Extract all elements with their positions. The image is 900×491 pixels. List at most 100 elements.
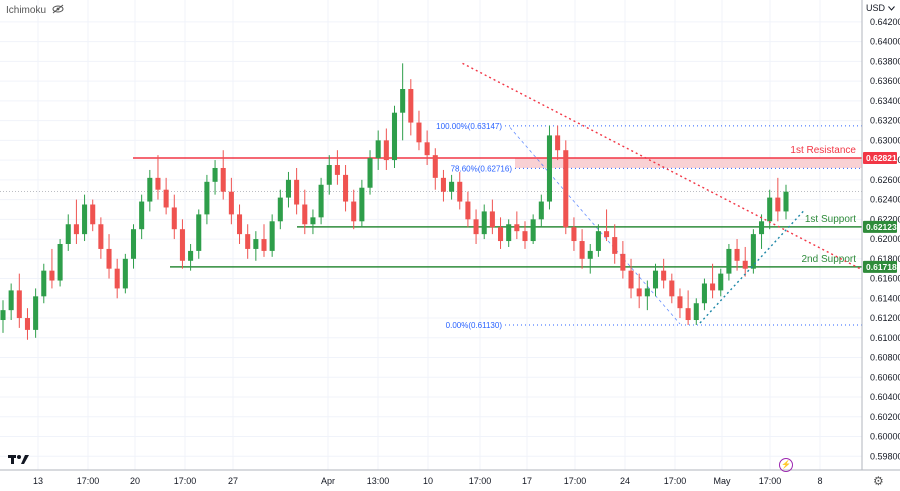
candle[interactable] xyxy=(506,219,512,247)
candle[interactable] xyxy=(710,263,716,299)
chevron-down-icon[interactable] xyxy=(888,3,895,13)
candle[interactable] xyxy=(196,209,202,259)
candle[interactable] xyxy=(514,211,520,240)
candle[interactable] xyxy=(400,63,406,141)
candle[interactable] xyxy=(693,298,699,325)
candle[interactable] xyxy=(277,189,283,230)
candle[interactable] xyxy=(367,150,373,195)
candle[interactable] xyxy=(571,217,577,251)
candle[interactable] xyxy=(8,283,14,321)
candle[interactable] xyxy=(742,246,748,277)
candle[interactable] xyxy=(391,105,398,168)
candle[interactable] xyxy=(595,224,601,257)
candle[interactable] xyxy=(171,194,177,240)
currency-selector[interactable]: USD xyxy=(866,3,895,13)
candle[interactable] xyxy=(383,128,389,170)
candle[interactable] xyxy=(661,258,667,289)
lightning-bolt-icon[interactable]: ⚡ xyxy=(779,458,793,472)
candle[interactable] xyxy=(212,160,218,195)
candle[interactable] xyxy=(759,214,765,249)
candle[interactable] xyxy=(130,224,137,269)
candle[interactable] xyxy=(432,148,438,190)
candle[interactable] xyxy=(750,229,756,274)
candle[interactable] xyxy=(261,224,267,257)
candle[interactable] xyxy=(90,199,96,232)
candle[interactable] xyxy=(530,214,536,244)
candle[interactable] xyxy=(147,169,153,212)
candle[interactable] xyxy=(269,214,275,257)
candle[interactable] xyxy=(538,194,544,228)
candle[interactable] xyxy=(163,177,169,215)
candle[interactable] xyxy=(652,263,659,297)
candle[interactable] xyxy=(237,204,243,244)
candle[interactable] xyxy=(318,177,324,225)
candle[interactable] xyxy=(294,167,300,215)
candle[interactable] xyxy=(465,191,471,228)
candle[interactable] xyxy=(57,239,63,287)
candle[interactable] xyxy=(139,194,145,240)
candle[interactable] xyxy=(16,273,22,328)
candle[interactable] xyxy=(253,231,259,261)
candle[interactable] xyxy=(188,244,194,271)
candle[interactable] xyxy=(228,177,234,225)
candle[interactable] xyxy=(285,171,291,208)
candle[interactable] xyxy=(775,177,781,222)
candle[interactable] xyxy=(620,241,626,279)
candle[interactable] xyxy=(416,110,422,151)
candle[interactable] xyxy=(440,169,446,202)
candle[interactable] xyxy=(375,130,381,170)
candles-layer[interactable] xyxy=(0,63,789,340)
candle[interactable] xyxy=(718,268,724,297)
candle[interactable] xyxy=(587,244,593,274)
candle[interactable] xyxy=(644,280,650,311)
candle[interactable] xyxy=(302,189,308,235)
candle[interactable] xyxy=(579,229,585,269)
candle[interactable] xyxy=(604,209,610,242)
indicator-legend[interactable]: Ichimoku xyxy=(6,4,64,17)
candle[interactable] xyxy=(489,199,495,235)
candle[interactable] xyxy=(359,179,365,228)
candle[interactable] xyxy=(636,273,642,309)
candle[interactable] xyxy=(155,155,161,200)
candle[interactable] xyxy=(24,308,30,340)
candle[interactable] xyxy=(408,79,414,136)
candle[interactable] xyxy=(498,217,504,249)
candle[interactable] xyxy=(49,248,55,289)
candle[interactable] xyxy=(767,189,773,230)
candle[interactable] xyxy=(0,300,6,333)
candle[interactable] xyxy=(351,189,357,230)
indicator-name[interactable]: Ichimoku xyxy=(6,5,47,16)
candle[interactable] xyxy=(546,125,552,210)
candle[interactable] xyxy=(122,253,128,294)
candle[interactable] xyxy=(522,221,528,249)
candle[interactable] xyxy=(310,209,316,235)
eye-slash-icon[interactable] xyxy=(52,4,64,17)
candle[interactable] xyxy=(82,194,88,242)
candle[interactable] xyxy=(628,258,634,299)
candle[interactable] xyxy=(612,224,618,264)
candle[interactable] xyxy=(106,234,112,279)
candle[interactable] xyxy=(734,239,740,271)
candle[interactable] xyxy=(33,288,39,338)
candle[interactable] xyxy=(204,174,210,225)
candle[interactable] xyxy=(563,140,569,235)
candle[interactable] xyxy=(98,217,104,259)
candle[interactable] xyxy=(179,219,185,269)
candle[interactable] xyxy=(685,290,691,325)
candle[interactable] xyxy=(334,150,340,185)
candle[interactable] xyxy=(41,263,47,304)
candle[interactable] xyxy=(555,125,561,161)
candle[interactable] xyxy=(65,214,71,251)
candle[interactable] xyxy=(245,224,251,259)
gear-icon[interactable]: ⚙ xyxy=(873,474,884,488)
candle[interactable] xyxy=(424,130,430,166)
candle[interactable] xyxy=(677,288,683,319)
candle[interactable] xyxy=(473,209,479,244)
candle[interactable] xyxy=(114,258,120,299)
currency-code[interactable]: USD xyxy=(866,3,886,13)
candle[interactable] xyxy=(449,174,455,200)
candle[interactable] xyxy=(481,204,487,240)
candle[interactable] xyxy=(73,199,79,244)
